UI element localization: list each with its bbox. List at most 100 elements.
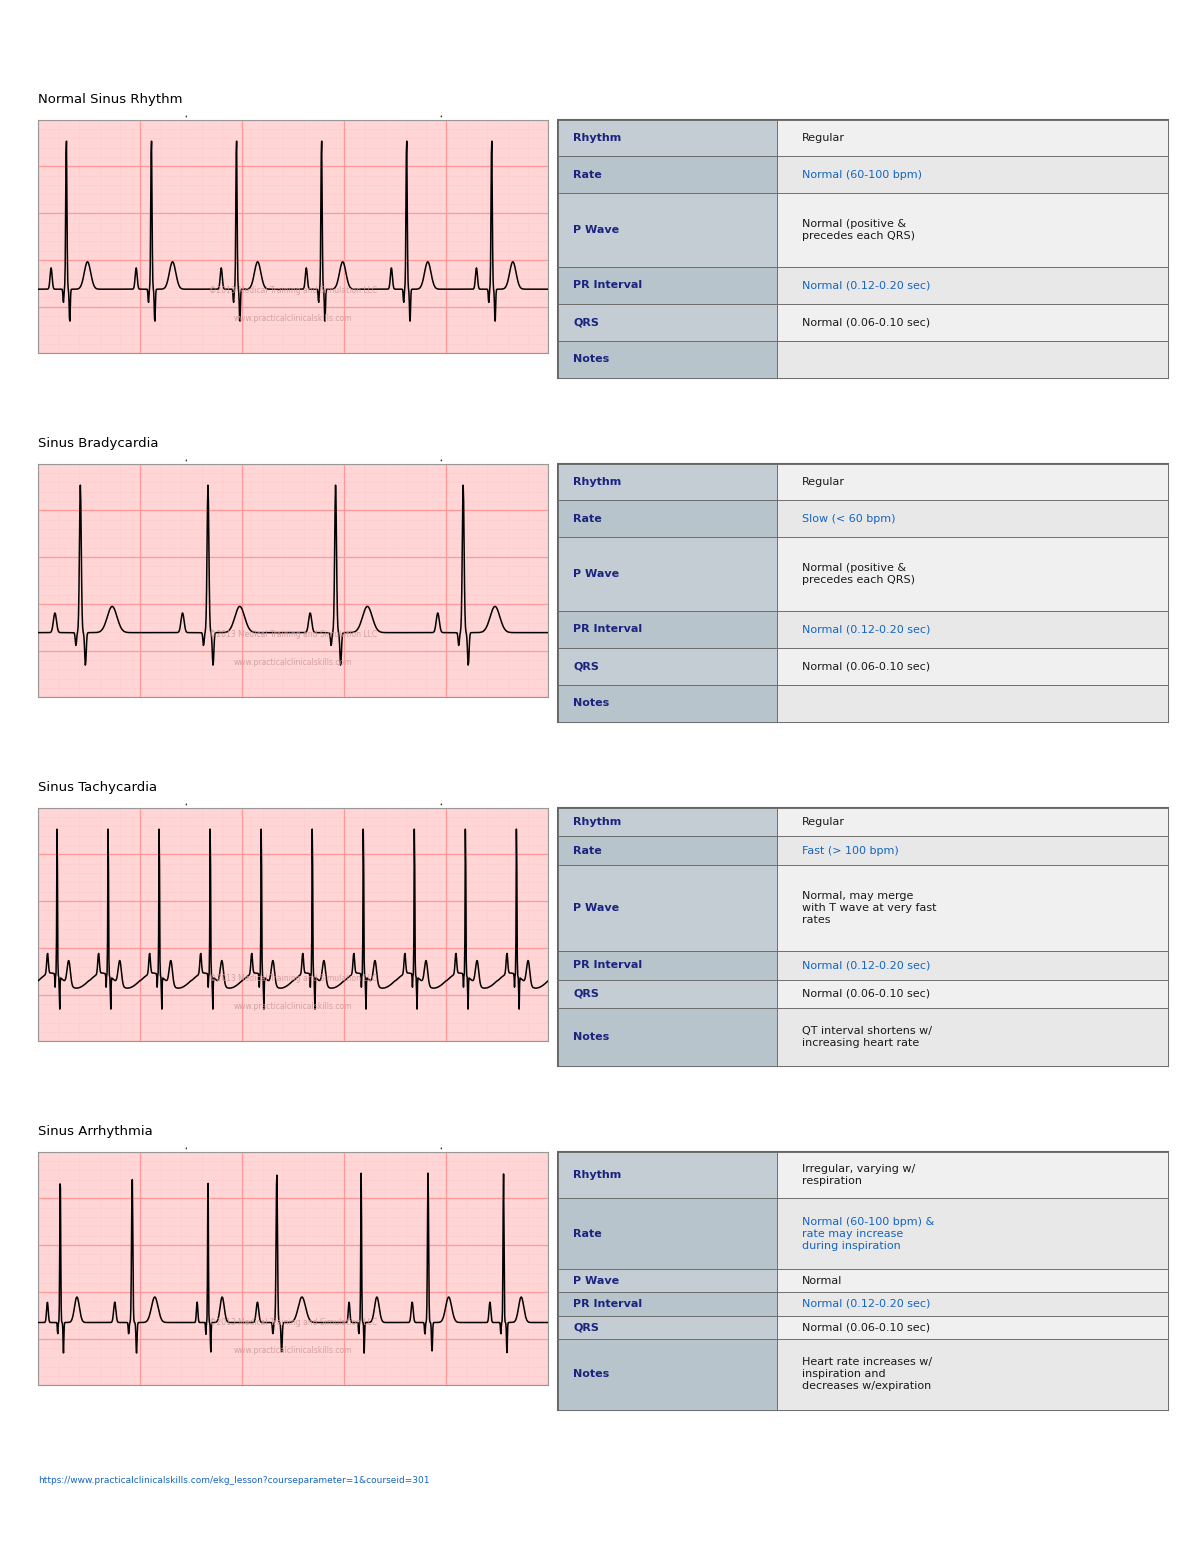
Bar: [558, 1008, 778, 1065]
Text: Normal (60-100 bpm): Normal (60-100 bpm): [802, 169, 922, 180]
Bar: [778, 685, 1168, 722]
Text: Sinus Arrhythmia: Sinus Arrhythmia: [38, 1124, 154, 1138]
Bar: [558, 836, 778, 865]
Bar: [558, 193, 778, 267]
Text: Rhythm: Rhythm: [574, 1169, 622, 1180]
Bar: [778, 1269, 1168, 1292]
Text: Normal (positive &
precedes each QRS): Normal (positive & precedes each QRS): [802, 564, 914, 585]
Text: Rate: Rate: [574, 845, 602, 856]
Bar: [558, 1199, 778, 1269]
Text: Slow (< 60 bpm): Slow (< 60 bpm): [802, 514, 895, 523]
Text: www.practicalclinicalskills.com: www.practicalclinicalskills.com: [234, 314, 353, 323]
Text: Regular: Regular: [802, 477, 845, 488]
Text: Rate: Rate: [574, 514, 602, 523]
Bar: [558, 648, 778, 685]
Bar: [558, 537, 778, 610]
Text: Irregular, varying w/
respiration: Irregular, varying w/ respiration: [802, 1165, 916, 1186]
Bar: [558, 340, 778, 377]
Text: ©2013 Medical Training and Simulation LLC: ©2013 Medical Training and Simulation LL…: [209, 974, 378, 983]
Text: Fast (> 100 bpm): Fast (> 100 bpm): [802, 845, 899, 856]
Bar: [558, 950, 778, 980]
Text: www.practicalclinicalskills.com: www.practicalclinicalskills.com: [234, 1346, 353, 1354]
Bar: [558, 1315, 778, 1339]
Bar: [778, 610, 1168, 648]
Text: Normal (0.06-0.10 sec): Normal (0.06-0.10 sec): [802, 989, 930, 999]
Bar: [558, 267, 778, 304]
Text: QRS: QRS: [574, 317, 599, 328]
Text: Normal (0.12-0.20 sec): Normal (0.12-0.20 sec): [802, 1298, 930, 1309]
Text: Normal (60-100 bpm) &
rate may increase
during inspiration: Normal (60-100 bpm) & rate may increase …: [802, 1216, 934, 1250]
Bar: [778, 120, 1168, 157]
Bar: [778, 980, 1168, 1008]
Text: ©2013 Medical Training and Simulation LLC: ©2013 Medical Training and Simulation LL…: [209, 286, 378, 295]
Text: Normal (positive &
precedes each QRS): Normal (positive & precedes each QRS): [802, 219, 914, 241]
Text: Normal (0.06-0.10 sec): Normal (0.06-0.10 sec): [802, 1323, 930, 1332]
Bar: [558, 808, 778, 836]
Bar: [558, 685, 778, 722]
Bar: [778, 1315, 1168, 1339]
Text: Notes: Notes: [574, 1370, 610, 1379]
Bar: [778, 1008, 1168, 1065]
Bar: [778, 157, 1168, 193]
Bar: [558, 157, 778, 193]
Text: Normal, may merge
with T wave at very fast
rates: Normal, may merge with T wave at very fa…: [802, 891, 936, 926]
Text: QRS: QRS: [574, 662, 599, 671]
Bar: [778, 1152, 1168, 1199]
Text: P Wave: P Wave: [574, 225, 619, 235]
Bar: [778, 304, 1168, 340]
Bar: [778, 267, 1168, 304]
Text: Normal (0.06-0.10 sec): Normal (0.06-0.10 sec): [802, 662, 930, 671]
Text: www.practicalclinicalskills.com: www.practicalclinicalskills.com: [234, 1002, 353, 1011]
Bar: [558, 1152, 778, 1199]
Text: PR Interval: PR Interval: [574, 960, 642, 971]
Text: Notes: Notes: [574, 699, 610, 708]
Text: Normal (0.12-0.20 sec): Normal (0.12-0.20 sec): [802, 624, 930, 635]
Text: Rhythm: Rhythm: [574, 134, 622, 143]
Text: Normal (0.12-0.20 sec): Normal (0.12-0.20 sec): [802, 281, 930, 290]
Text: https://www.practicalclinicalskills.com/ekg_lesson?courseparameter=1&courseid=30: https://www.practicalclinicalskills.com/…: [38, 1475, 430, 1485]
Text: QT interval shortens w/
increasing heart rate: QT interval shortens w/ increasing heart…: [802, 1027, 932, 1048]
Text: QRS: QRS: [574, 989, 599, 999]
Text: Heart rate increases w/
inspiration and
decreases w/expiration: Heart rate increases w/ inspiration and …: [802, 1357, 932, 1391]
Text: PR Interval: PR Interval: [574, 281, 642, 290]
Text: Sinus Bradycardia: Sinus Bradycardia: [38, 436, 158, 450]
Bar: [558, 865, 778, 950]
Text: Rate: Rate: [574, 169, 602, 180]
Text: ©2013 Medical Training and Simulation LLC: ©2013 Medical Training and Simulation LL…: [209, 631, 378, 638]
Bar: [558, 120, 778, 157]
Bar: [778, 1339, 1168, 1410]
Bar: [558, 304, 778, 340]
Bar: [778, 950, 1168, 980]
Text: Rate: Rate: [574, 1228, 602, 1239]
Text: Regular: Regular: [802, 134, 845, 143]
Text: Normal: Normal: [802, 1275, 842, 1286]
Text: P Wave: P Wave: [574, 902, 619, 913]
Text: Notes: Notes: [574, 1031, 610, 1042]
Bar: [778, 836, 1168, 865]
Bar: [778, 808, 1168, 836]
Bar: [558, 1292, 778, 1315]
Text: QRS: QRS: [574, 1323, 599, 1332]
Text: PR Interval: PR Interval: [574, 624, 642, 635]
Text: P Wave: P Wave: [574, 568, 619, 579]
Bar: [778, 464, 1168, 500]
Text: www.practicalclinicalskills.com: www.practicalclinicalskills.com: [234, 658, 353, 666]
Text: EKG INTERPRETATION: EKG INTERPRETATION: [346, 14, 854, 57]
Text: PR Interval: PR Interval: [574, 1298, 642, 1309]
Bar: [778, 648, 1168, 685]
Bar: [778, 865, 1168, 950]
Text: ©2013 Medical Training and Simulation LLC: ©2013 Medical Training and Simulation LL…: [209, 1318, 378, 1326]
Bar: [558, 1339, 778, 1410]
Text: Notes: Notes: [574, 354, 610, 363]
Bar: [778, 193, 1168, 267]
Text: Rhythm: Rhythm: [574, 817, 622, 826]
Text: P Wave: P Wave: [574, 1275, 619, 1286]
Bar: [558, 464, 778, 500]
Text: Normal Sinus Rhythm: Normal Sinus Rhythm: [38, 93, 182, 106]
Text: Normal (0.12-0.20 sec): Normal (0.12-0.20 sec): [802, 960, 930, 971]
Bar: [778, 500, 1168, 537]
Text: Regular: Regular: [802, 817, 845, 826]
Bar: [558, 1269, 778, 1292]
Bar: [778, 1292, 1168, 1315]
Bar: [778, 340, 1168, 377]
